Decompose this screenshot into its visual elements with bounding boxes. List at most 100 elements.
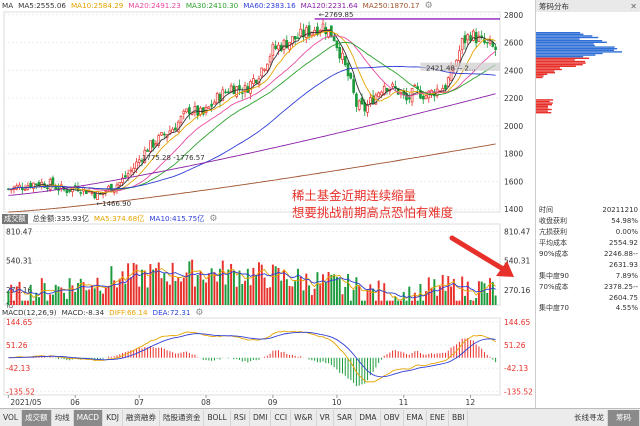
tab-sar[interactable]: SAR bbox=[334, 409, 357, 426]
volume-ma-line bbox=[8, 267, 496, 301]
volume-bar bbox=[291, 286, 294, 305]
candle bbox=[368, 97, 372, 104]
chip-bar bbox=[536, 35, 593, 37]
tab--[interactable]: 陆股通资金 bbox=[160, 409, 205, 426]
stat-value: 2378.25-- bbox=[604, 282, 638, 291]
chart-area[interactable]: 1400 1600 1800 2000 2200 2400 2600 2800 ←2769.85… bbox=[0, 0, 535, 408]
volume-bar bbox=[313, 288, 316, 305]
chip-bar bbox=[536, 99, 554, 101]
volume-bar bbox=[232, 270, 235, 305]
tab-cci[interactable]: CCI bbox=[271, 409, 292, 426]
volume-bar bbox=[411, 300, 414, 305]
tab-rsi[interactable]: RSI bbox=[231, 409, 250, 426]
candle bbox=[140, 160, 144, 162]
stat-key: 收盘获利 bbox=[539, 217, 567, 226]
price-band bbox=[420, 62, 500, 71]
volume-bar bbox=[310, 295, 313, 305]
tab-bbi[interactable]: BBI bbox=[449, 409, 469, 426]
chip-button[interactable]: 筹码 bbox=[608, 409, 640, 426]
volume-bar bbox=[65, 298, 68, 305]
volume-bar bbox=[174, 280, 177, 305]
gear-icon[interactable]: ⚙ bbox=[209, 213, 218, 224]
legend-item: MACD:-8.34 bbox=[61, 308, 105, 317]
stat-key: 平均成本 bbox=[539, 239, 567, 248]
tab-long-line[interactable]: 长线寻龙 bbox=[571, 409, 608, 426]
chip-stat-row: 集中度90 7.89% bbox=[536, 270, 640, 281]
legend-name: MACD(12,26,9) bbox=[2, 308, 57, 317]
tab--[interactable]: 融资融券 bbox=[123, 409, 160, 426]
volume-bar bbox=[205, 282, 208, 305]
tab-dmi[interactable]: DMI bbox=[250, 409, 272, 426]
legend-name: 成交额 bbox=[2, 213, 28, 224]
volume-bar bbox=[274, 266, 277, 305]
volume-tick-right: 810.47 bbox=[504, 228, 530, 237]
candle bbox=[424, 95, 428, 100]
tab-ene[interactable]: ENE bbox=[427, 409, 449, 426]
candle bbox=[299, 28, 303, 37]
candle bbox=[382, 85, 386, 95]
volume-tick-right: 270.16 bbox=[504, 286, 530, 295]
chip-bar bbox=[536, 32, 581, 34]
tab-obv[interactable]: OBV bbox=[381, 409, 404, 426]
candle bbox=[243, 85, 247, 93]
macd-tick-left: 144.65 bbox=[6, 318, 32, 327]
gear-icon[interactable]: ⚙ bbox=[424, 0, 433, 11]
tab-boll[interactable]: BOLL bbox=[204, 409, 231, 426]
volume-bar bbox=[475, 298, 478, 305]
volume-bar bbox=[455, 300, 458, 305]
volume-bar bbox=[113, 280, 116, 305]
chip-stat-row: 平均成本 2554.92 bbox=[536, 238, 640, 249]
ma-line bbox=[8, 93, 496, 196]
candle bbox=[162, 133, 166, 136]
candle bbox=[210, 103, 213, 107]
stat-value: 2246.88-- bbox=[604, 250, 638, 258]
candle bbox=[460, 38, 464, 50]
tab--[interactable]: 成交额 bbox=[22, 409, 52, 426]
macd-tick-left: -135.52 bbox=[6, 387, 35, 396]
candle bbox=[126, 173, 130, 177]
legend-item: MA5:374.68亿 bbox=[93, 213, 145, 223]
volume-bar bbox=[146, 287, 149, 305]
chip-bar bbox=[536, 60, 586, 63]
stat-key: 时间 bbox=[539, 206, 553, 215]
tab-vr[interactable]: VR bbox=[317, 409, 334, 426]
volume-bar bbox=[224, 284, 227, 305]
gear-icon[interactable]: ⚙ bbox=[195, 307, 204, 318]
kline-chart[interactable]: 1400 1600 1800 2000 2200 2400 2600 2800 ←2769.85… bbox=[0, 0, 535, 408]
volume-bar bbox=[121, 271, 124, 305]
volume-bar bbox=[241, 283, 244, 305]
macd-legend: MACD(12,26,9) MACD:-8.34 DIFF:66.14 DEA:72… bbox=[2, 307, 204, 318]
volume-bar bbox=[283, 269, 285, 305]
macd-tick-left: 51.26 bbox=[6, 341, 28, 350]
chip-bar bbox=[536, 102, 553, 104]
tab-macd[interactable]: MACD bbox=[73, 409, 104, 426]
volume-bar bbox=[413, 292, 416, 305]
volume-bar bbox=[344, 286, 347, 305]
volume-bar bbox=[118, 278, 121, 305]
volume-bar bbox=[38, 297, 40, 305]
candle bbox=[176, 121, 180, 132]
candle bbox=[377, 92, 381, 97]
volume-bar bbox=[430, 287, 433, 305]
volume-bar bbox=[54, 284, 57, 305]
price-tick-label: 2200 bbox=[504, 94, 523, 103]
close-icon[interactable]: ✕ bbox=[630, 1, 637, 11]
chip-stats: 时间 20211210 收盘获利 54.98% 亢损获利 0.00% 平均成本 2554.92… bbox=[536, 205, 640, 314]
stat-value: 4.55% bbox=[615, 304, 638, 313]
tab-dma[interactable]: DMA bbox=[356, 409, 381, 426]
volume-bar bbox=[257, 262, 260, 305]
candle bbox=[193, 106, 197, 113]
tab-ema[interactable]: EMA bbox=[404, 409, 427, 426]
stat-value: 20211210 bbox=[602, 206, 638, 215]
volume-bar bbox=[132, 262, 135, 305]
volume-bar bbox=[349, 300, 352, 305]
tab-kdj[interactable]: KDJ bbox=[103, 409, 123, 426]
tab--[interactable]: 均线 bbox=[52, 409, 74, 426]
candle bbox=[332, 36, 336, 42]
tab-vol[interactable]: VOL bbox=[0, 409, 23, 426]
volume-bar bbox=[305, 273, 308, 305]
legend-item: 总金额:335.93亿 bbox=[32, 213, 89, 223]
chip-bar bbox=[536, 33, 584, 35]
tab-w-r[interactable]: W&R bbox=[291, 409, 317, 426]
candle bbox=[321, 23, 325, 32]
